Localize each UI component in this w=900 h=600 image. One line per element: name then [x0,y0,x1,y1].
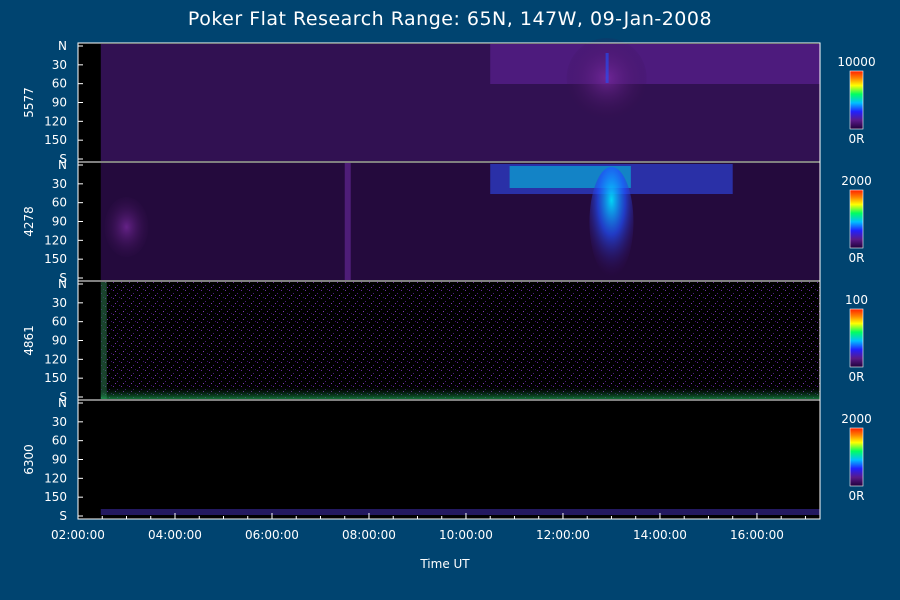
y-tick-label: 90 [52,96,67,110]
panel-label: 6300 [22,444,36,475]
y-tick-label: 150 [44,252,67,266]
y-tick-label: N [58,158,67,172]
colorbar-min-label: 0R [849,132,865,146]
colorbar-max-label: 10000 [837,55,875,69]
chart-title: Poker Flat Research Range: 65N, 147W, 09… [187,8,713,30]
y-tick-label: 120 [44,352,67,366]
y-tick-label: 60 [52,196,67,210]
y-tick-label: 120 [44,471,67,485]
aurora-plume [589,167,634,277]
y-tick-label: 60 [52,315,67,329]
colorbar-min-label: 0R [849,251,865,265]
emission-noise [100,282,821,399]
x-tick-label: 02:00:00 [51,528,105,542]
y-tick-label: 30 [52,177,67,191]
y-tick-label: 150 [44,490,67,504]
y-tick-label: 120 [44,233,67,247]
y-tick-label: 60 [52,434,67,448]
panel-5577: N 30 60 90 120 150 S 5577 10000 0R [22,38,876,166]
colorbar [849,427,864,487]
colorbar-max-label: 100 [845,293,868,307]
emission-patch [104,197,149,257]
colorbar [849,308,864,368]
horizon-glow [100,386,821,399]
y-tick-label: N [58,39,67,53]
dawn-edge [100,282,107,399]
y-tick-label: N [58,277,67,291]
y-tick-label: 30 [52,415,67,429]
y-tick-label: 30 [52,296,67,310]
colorbar-min-label: 0R [849,370,865,384]
panel-label: 5577 [22,87,36,118]
panel-plot-area [78,400,820,519]
panel-4861: N 30 60 90 120 150 S 4861 100 0R [22,277,868,404]
panel-label: 4278 [22,206,36,237]
panel-label: 4861 [22,325,36,356]
x-tick-label: 16:00:00 [730,528,784,542]
panel-4278: N 30 60 90 120 150 S 4278 2000 0R [22,158,872,285]
colorbar-max-label: 2000 [841,412,872,426]
x-tick-label: 06:00:00 [245,528,299,542]
x-tick-label: 08:00:00 [342,528,396,542]
emission-band [490,44,820,84]
x-tick-label: 04:00:00 [148,528,202,542]
y-tick-label: S [59,271,67,285]
x-tick-label: 12:00:00 [536,528,590,542]
y-tick-label: 90 [52,334,67,348]
y-tick-label: 60 [52,77,67,91]
y-tick-label: S [59,152,67,166]
y-tick-label: S [59,509,67,523]
x-axis-label: Time UT [419,557,470,571]
colorbar-max-label: 2000 [841,174,872,188]
emission-streak [605,53,609,83]
y-tick-label: S [59,390,67,404]
y-tick-label: 120 [44,114,67,128]
y-tick-label: 30 [52,58,67,72]
y-tick-label: 90 [52,215,67,229]
y-tick-label: 90 [52,453,67,467]
y-tick-label: 150 [44,133,67,147]
horizon-glow [100,509,821,515]
y-tick-label: 150 [44,371,67,385]
colorbar [849,70,864,130]
panel-6300: N 30 60 90 120 150 S 6300 2000 0R [22,396,872,523]
colorbar [849,189,864,249]
x-tick-label: 10:00:00 [439,528,493,542]
x-tick-label: 14:00:00 [633,528,687,542]
y-tick-label: N [58,396,67,410]
colorbar-min-label: 0R [849,489,865,503]
vertical-streak [344,163,351,280]
